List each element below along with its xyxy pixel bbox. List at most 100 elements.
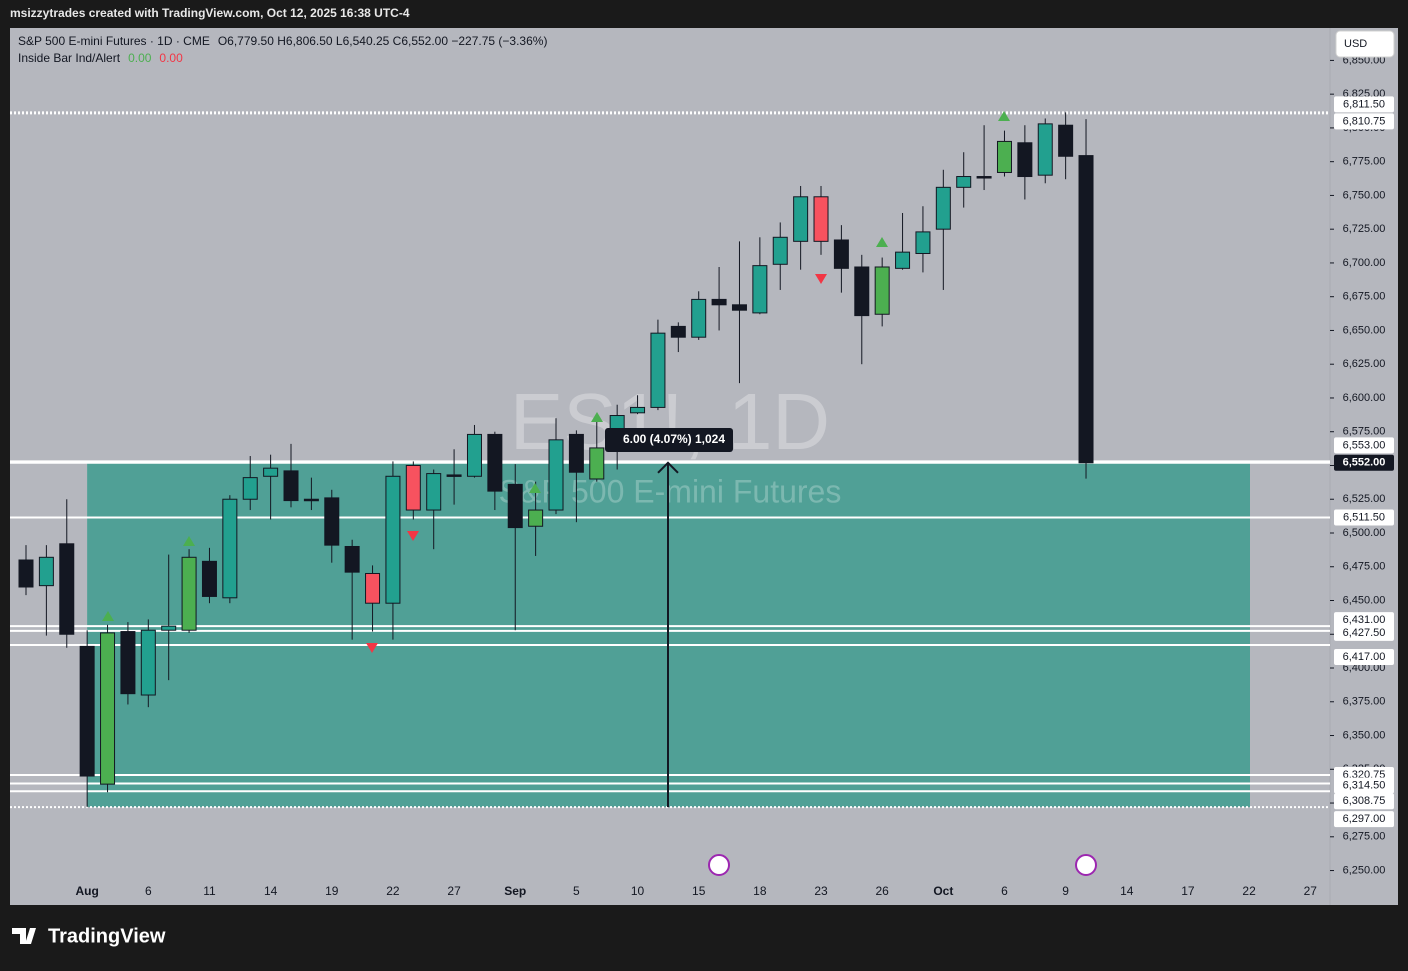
candle-body: [650, 332, 666, 408]
x-tick-label: 22: [386, 884, 400, 898]
event-icon[interactable]: [1075, 854, 1097, 876]
x-tick-label: 27: [1304, 884, 1318, 898]
x-tick-label: 22: [1242, 884, 1256, 898]
header: msizzytrades created with TradingView.co…: [10, 6, 410, 20]
candle-body: [874, 266, 890, 315]
candle-body: [935, 186, 951, 230]
y-tick-label: 6,850.00: [1343, 54, 1386, 66]
currency-button[interactable]: [1335, 30, 1395, 58]
y-tick-label: 6,625.00: [1343, 358, 1386, 370]
candle-body: [120, 631, 136, 695]
candle-body: [793, 196, 809, 242]
price-tag-label: 6,417.00: [1343, 651, 1386, 663]
y-tick-label: 6,250.00: [1343, 864, 1386, 876]
candle-body: [528, 509, 544, 527]
candle-body: [996, 140, 1012, 173]
candle-body: [589, 447, 605, 480]
x-tick-label: Aug: [75, 884, 98, 898]
signal-down: [407, 531, 419, 541]
candle-body: [670, 325, 686, 338]
signal-up: [998, 111, 1010, 121]
candle-body: [976, 176, 992, 179]
legend-indicator: Inside Bar Ind/Alert 0.00 0.00: [18, 51, 183, 65]
candle-body: [711, 298, 727, 306]
price-tag-label: 6,297.00: [1343, 813, 1386, 825]
candle-body: [466, 433, 482, 477]
candle-body: [79, 645, 95, 777]
candle-body: [38, 556, 54, 587]
candle-body: [365, 572, 381, 604]
candle-body: [1078, 155, 1094, 464]
x-tick-label: 5: [573, 884, 580, 898]
candle-body: [568, 433, 584, 473]
x-tick-label: 23: [814, 884, 828, 898]
candle-body: [895, 251, 911, 269]
candle-body: [507, 483, 523, 529]
x-tick-label: 15: [692, 884, 706, 898]
candle-body: [161, 625, 177, 631]
candle-body: [731, 304, 747, 311]
x-tick-label: 26: [875, 884, 889, 898]
x-tick-label: 14: [1120, 884, 1134, 898]
price-tag: [1334, 96, 1394, 113]
candle-body: [915, 231, 931, 254]
candle-body: [263, 467, 279, 477]
price-tag: [1334, 793, 1394, 810]
candle-body: [201, 560, 217, 597]
measure-label: 6.00 (4.07%) 1,024: [623, 432, 725, 446]
legend-symbol-text: S&P 500 E-mini Futures · 1D · CME: [18, 34, 210, 48]
currency[interactable]: USD: [1344, 38, 1367, 50]
candle-body: [548, 439, 564, 511]
price-tag: [1334, 612, 1394, 629]
arrow-head: [657, 461, 679, 474]
y-tick-label: 6,450.00: [1343, 594, 1386, 606]
x-tick-label: 18: [753, 884, 767, 898]
y-tick-label: 6,350.00: [1343, 729, 1386, 741]
candle-body: [487, 433, 503, 492]
candle-body: [100, 632, 116, 785]
logo-mark: [12, 928, 36, 944]
signal-up: [102, 611, 114, 621]
price-tag: [1334, 113, 1394, 130]
price-tag: [1334, 649, 1394, 666]
candle-body: [630, 406, 646, 414]
price-tag-label: 6,511.50: [1343, 511, 1385, 523]
price-tag-label: 6,810.75: [1343, 115, 1386, 127]
x-tick-label: 19: [325, 884, 339, 898]
tradingview-logo: TradingView: [12, 925, 166, 947]
y-tick-label: 6,275.00: [1343, 831, 1386, 843]
candle-body: [426, 473, 442, 511]
x-tick-label: 6: [1001, 884, 1008, 898]
price-tag-label: 6,553.00: [1343, 439, 1386, 451]
price-tag-label: 6,811.50: [1343, 98, 1385, 110]
candle-body: [344, 545, 360, 573]
price-tag: [1334, 624, 1394, 641]
signal-up: [529, 483, 541, 493]
legend-symbol: S&P 500 E-mini Futures · 1D · CME O6,779.…: [18, 34, 547, 48]
x-tick-label: Sep: [504, 884, 526, 898]
candle-body: [691, 298, 707, 338]
candle-body: [18, 559, 34, 588]
price-tag: [1334, 437, 1394, 454]
price-tag-label: 6,314.50: [1343, 779, 1386, 791]
y-tick-label: 6,675.00: [1343, 291, 1386, 303]
event-icon[interactable]: [708, 854, 730, 876]
y-tick-label: 6,475.00: [1343, 561, 1386, 573]
x-tick-label: 6: [145, 884, 152, 898]
candle-body: [833, 239, 849, 269]
last-price-tag: [1334, 454, 1394, 471]
signal-up: [876, 237, 888, 247]
y-tick-label: 6,600.00: [1343, 392, 1386, 404]
candle-body: [59, 543, 75, 635]
x-tick-label: 11: [203, 884, 216, 898]
candle-body: [140, 629, 156, 696]
y-tick-label: 6,575.00: [1343, 426, 1386, 438]
y-tick-label: 6,775.00: [1343, 156, 1386, 168]
candle-body: [446, 474, 462, 477]
x-tick-label: 14: [264, 884, 278, 898]
candle-body: [181, 556, 197, 631]
candle-body: [956, 176, 972, 188]
y-tick-label: 6,650.00: [1343, 324, 1386, 336]
